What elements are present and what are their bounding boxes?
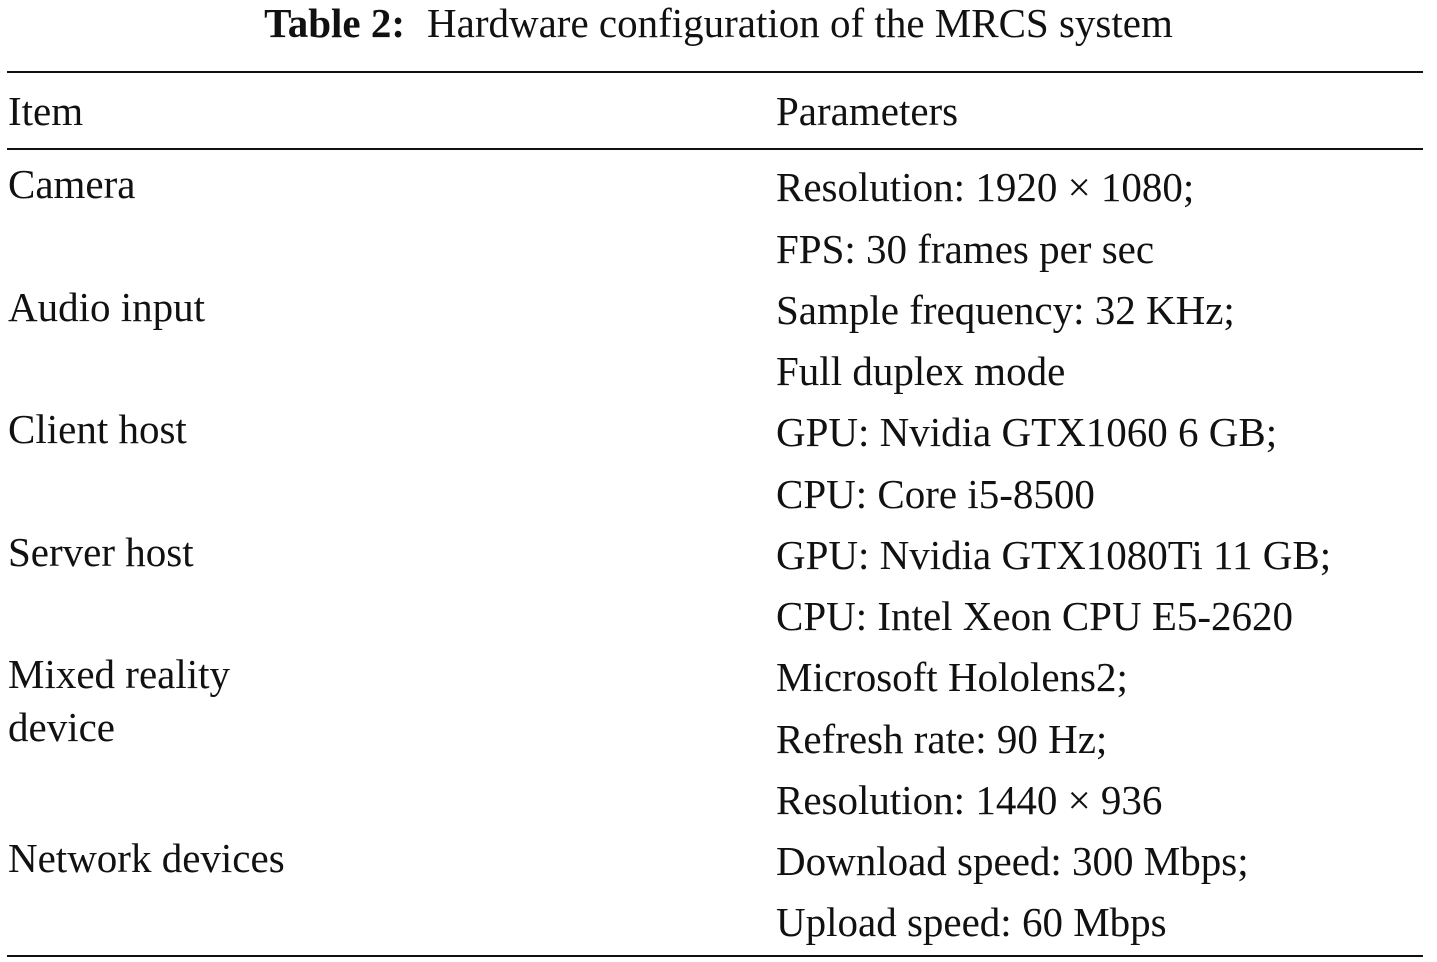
row-item-mixed-reality-cont: device xyxy=(8,704,115,750)
row-param: Full duplex mode xyxy=(776,348,1066,394)
top-rule xyxy=(7,71,1423,73)
row-param: CPU: Core i5-8500 xyxy=(776,471,1095,517)
row-item-audio-input: Audio input xyxy=(8,284,206,330)
row-item-server-host: Server host xyxy=(8,529,194,575)
row-param: Resolution: 1440 × 936 xyxy=(776,777,1163,823)
caption-text: Hardware configuration of the MRCS syste… xyxy=(427,0,1173,46)
row-item-network-devices: Network devices xyxy=(8,835,285,881)
header-item: Item xyxy=(8,88,84,134)
row-item-mixed-reality: Mixed reality xyxy=(8,651,231,697)
row-item-camera: Camera xyxy=(8,161,136,207)
header-parameters: Parameters xyxy=(776,88,959,134)
row-param: GPU: Nvidia GTX1080Ti 11 GB; xyxy=(776,532,1332,578)
header-rule xyxy=(7,148,1423,150)
row-param: Upload speed: 60 Mbps xyxy=(776,899,1167,945)
caption-label: Table 2: xyxy=(264,0,406,46)
row-item-client-host: Client host xyxy=(8,406,187,452)
row-param: Refresh rate: 90 Hz; xyxy=(776,716,1108,762)
row-param: Resolution: 1920 × 1080; xyxy=(776,164,1195,210)
row-param: Sample frequency: 32 KHz; xyxy=(776,287,1235,333)
row-param: GPU: Nvidia GTX1060 6 GB; xyxy=(776,409,1278,455)
bottom-rule xyxy=(7,955,1423,957)
row-param: Download speed: 300 Mbps; xyxy=(776,838,1249,884)
row-param: FPS: 30 frames per sec xyxy=(776,226,1155,272)
table-caption: Table 2: Hardware configuration of the MR… xyxy=(0,0,1437,46)
row-param: CPU: Intel Xeon CPU E5-2620 xyxy=(776,593,1294,639)
row-param: Microsoft Hololens2; xyxy=(776,654,1128,700)
